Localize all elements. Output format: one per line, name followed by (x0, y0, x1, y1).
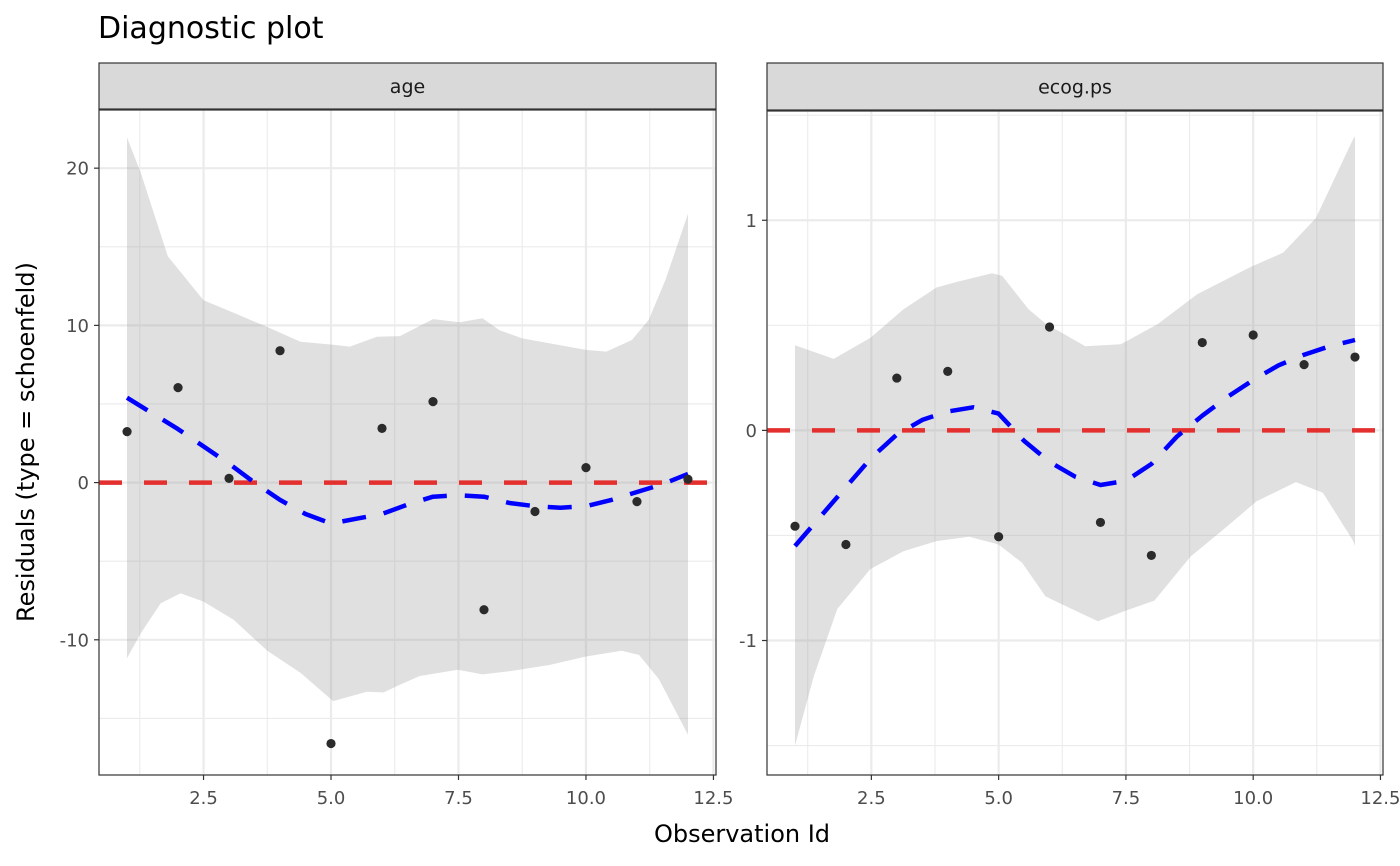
data-point (994, 532, 1004, 542)
data-point (683, 474, 693, 484)
plot-area (767, 136, 1383, 746)
facet-strip-label: age (390, 76, 425, 98)
data-point (377, 423, 387, 433)
data-point (892, 373, 902, 383)
panel-border (766, 110, 1384, 776)
data-point (1350, 352, 1360, 362)
x-tick-label: 7.5 (1112, 788, 1141, 809)
data-point (479, 605, 489, 615)
x-tick-label: 12.5 (1360, 788, 1400, 809)
data-point (1248, 330, 1258, 340)
facet-strip-label: ecog.ps (1038, 77, 1112, 99)
data-point (530, 506, 540, 517)
data-point (1044, 322, 1055, 332)
data-point (173, 383, 183, 393)
smooth-line (793, 337, 1356, 548)
y-axis-title: Residuals (type = schoenfeld) (12, 262, 40, 622)
chart-title: Diagnostic plot (98, 11, 324, 46)
panel-ecog-ps: ecog.ps 2.5 5.0 7.5 10.0 12.5 -1 0 1 (739, 62, 1400, 809)
x-tick-label: 12.5 (693, 788, 733, 809)
x-axis-title: Observation Id (654, 820, 830, 848)
y-tick-label: -10 (60, 630, 89, 651)
confidence-band (795, 136, 1355, 746)
x-tick-label: 5.0 (984, 788, 1013, 809)
data-point (790, 521, 800, 531)
panel-border (98, 109, 717, 776)
data-point (581, 463, 591, 473)
y-tick-label: -1 (739, 631, 757, 652)
data-point (1299, 360, 1309, 370)
data-point (326, 738, 336, 749)
x-tick-label: 2.5 (857, 788, 886, 809)
x-tick-label: 5.0 (317, 788, 346, 809)
data-point (1095, 517, 1106, 528)
x-tick-label: 10.0 (1233, 788, 1273, 809)
facet-strip (766, 62, 1384, 111)
y-tick-label: 0 (78, 473, 89, 494)
data-point (943, 366, 953, 376)
data-point (224, 473, 234, 483)
y-tick-label: 10 (66, 316, 89, 337)
data-point (275, 346, 285, 356)
data-point (122, 427, 132, 437)
y-tick-label: 20 (66, 159, 89, 180)
data-point (841, 539, 851, 550)
x-tick-label: 7.5 (444, 788, 473, 809)
y-tick-label: 1 (746, 211, 757, 232)
y-tick-label: 0 (746, 421, 757, 442)
confidence-band (127, 137, 688, 735)
panel-background (767, 111, 1383, 775)
data-point (1146, 550, 1156, 561)
panel-age: age 2.5 5.0 7.5 10.0 12.5 -10 0 10 20 (60, 62, 733, 809)
smooth-line (125, 395, 689, 526)
panel-background (99, 110, 716, 775)
data-point (428, 397, 438, 407)
facet-strip (98, 62, 717, 110)
data-point (1197, 337, 1207, 348)
x-tick-label: 2.5 (189, 788, 218, 809)
x-tick-label: 10.0 (566, 788, 606, 809)
data-point (632, 497, 642, 507)
plot-area (99, 137, 716, 749)
